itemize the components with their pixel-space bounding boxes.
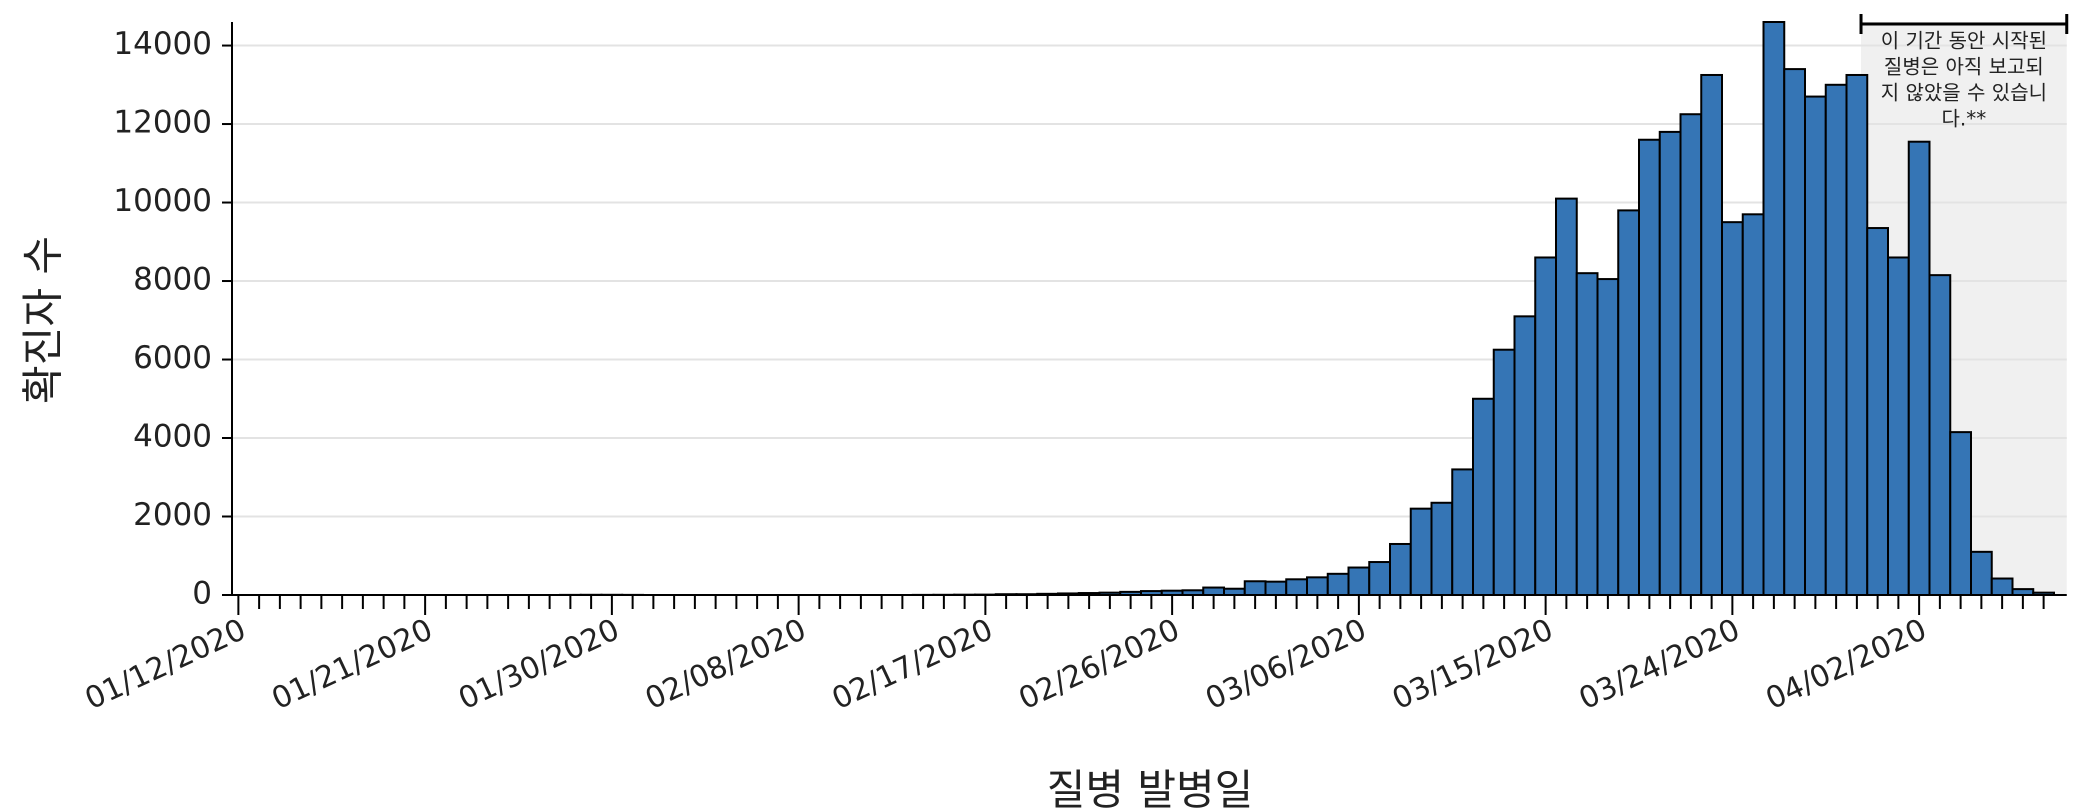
- x-tick-label: 02/26/2020: [1014, 612, 1186, 717]
- annotation-text: 지 않았을 수 있습니: [1881, 81, 2047, 105]
- bar: [1824, 83, 1848, 596]
- bar: [1326, 572, 1350, 596]
- bar: [1638, 138, 1661, 597]
- bar: [1700, 73, 1723, 597]
- bar: [1492, 348, 1516, 596]
- bar: [1928, 274, 1952, 596]
- bar: [1990, 577, 2014, 596]
- bar: [1804, 95, 1827, 597]
- y-tick-label: 12000: [113, 105, 212, 141]
- bar: [1409, 507, 1433, 596]
- bar: [1306, 576, 1329, 597]
- bar: [1389, 542, 1412, 596]
- bar: [1513, 315, 1537, 596]
- x-tick-label: 04/02/2020: [1761, 612, 1933, 717]
- x-tick-label: 03/15/2020: [1387, 612, 1559, 717]
- bar: [1264, 580, 1288, 597]
- annotation-text: 이 기간 동안 시작된: [1881, 29, 2047, 53]
- bar: [1721, 221, 1744, 596]
- bar: [1202, 586, 1225, 597]
- y-tick-label: 14000: [113, 26, 212, 62]
- x-tick-label: 01/12/2020: [80, 612, 252, 717]
- bar: [1783, 68, 1806, 597]
- annotation-text: 질병은 아직 보고되: [1884, 55, 2044, 79]
- bar: [1679, 113, 1703, 596]
- foreground-layer: 0 2000 4000 6000 8000 10000 12000 14000 01/12/20…: [80, 14, 2069, 717]
- bar: [1845, 73, 1869, 597]
- bar: [1575, 272, 1599, 596]
- bar: [1887, 256, 1910, 596]
- bar: [1243, 580, 1267, 596]
- bar: [1907, 140, 1931, 596]
- x-tick-label: 02/17/2020: [827, 612, 999, 717]
- bar: [1866, 227, 1889, 596]
- bar: [1617, 209, 1640, 596]
- x-tick-label: 02/08/2020: [640, 612, 812, 717]
- bar: [1534, 256, 1557, 596]
- bar: [1970, 550, 1993, 597]
- x-tick-label: 03/24/2020: [1574, 612, 1746, 717]
- bar: [1347, 566, 1371, 597]
- x-tick-label: 01/21/2020: [267, 612, 439, 717]
- bar: [1596, 278, 1620, 596]
- bar: [1762, 21, 1786, 596]
- y-tick-label: 0: [192, 576, 212, 612]
- y-axis-title: 확진자 수: [19, 236, 68, 404]
- bar: [1658, 130, 1682, 596]
- y-tick-label: 6000: [133, 340, 212, 376]
- bar: [1949, 431, 1972, 596]
- bar: [1741, 213, 1765, 596]
- x-axis-title: 질병 발병일: [1047, 766, 1254, 810]
- y-tick-label: 4000: [133, 419, 212, 455]
- x-tick-label: 01/30/2020: [453, 612, 625, 717]
- annotation-text: 다.**: [1942, 107, 1987, 131]
- y-tick-label: 2000: [133, 497, 212, 533]
- bar: [1555, 197, 1578, 596]
- bar: [1451, 468, 1474, 596]
- y-tick-label: 10000: [113, 183, 212, 219]
- bar: [1285, 578, 1308, 597]
- x-tick-label: 03/06/2020: [1200, 612, 1372, 717]
- y-tick-label: 8000: [133, 262, 212, 298]
- bar: [1368, 561, 1391, 597]
- bar: [1472, 397, 1495, 596]
- bar: [1430, 501, 1454, 596]
